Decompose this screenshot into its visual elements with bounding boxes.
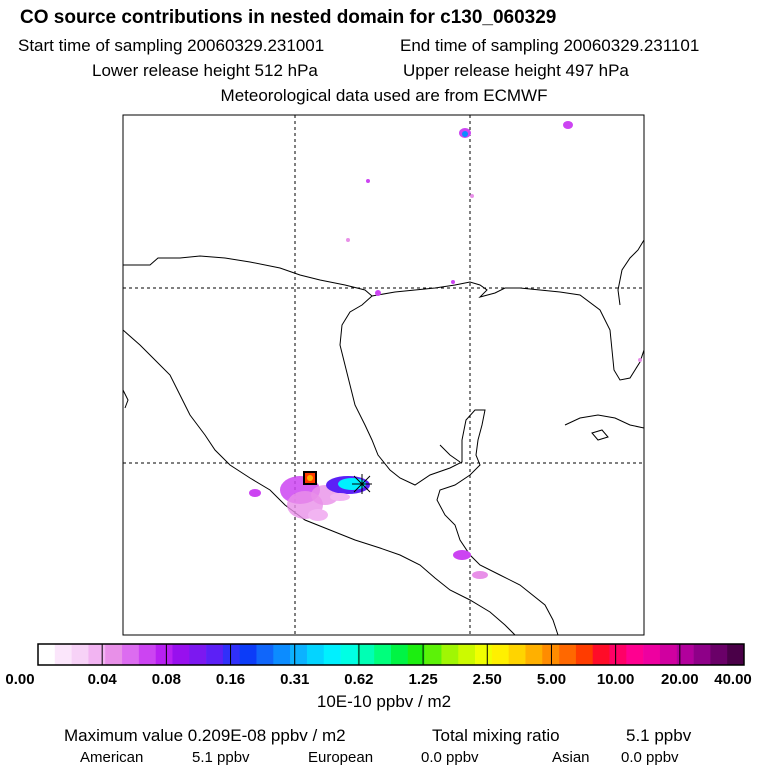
- map-frame: [122, 114, 645, 636]
- colorbar-cell: [256, 644, 274, 665]
- colorbar-cell: [710, 644, 728, 665]
- colorbar: [37, 643, 745, 666]
- colorbar-cell: [323, 644, 341, 665]
- plot-title: CO source contributions in nested domain…: [20, 7, 557, 28]
- colorbar-cell: [475, 644, 493, 665]
- total-mixing-value: 5.1 ppbv: [626, 726, 692, 745]
- colorbar-cell: [643, 644, 661, 665]
- lower-release-height: Lower release height 512 hPa: [92, 61, 318, 80]
- colorbar-cell: [407, 644, 425, 665]
- colorbar-tick-label: 40.00: [714, 671, 752, 688]
- asian-value: 0.0 ppbv: [621, 749, 679, 766]
- colorbar-cell: [172, 644, 190, 665]
- colorbar-cell: [155, 644, 173, 665]
- colorbar-cell: [71, 644, 89, 665]
- colorbar-tick-label: 0.04: [87, 671, 117, 688]
- colorbar-cell: [122, 644, 140, 665]
- colorbar-tick-label: 0.31: [280, 671, 310, 688]
- american-label: American: [80, 749, 144, 766]
- start-time: Start time of sampling 20060329.231001: [18, 36, 325, 55]
- colorbar-cell: [88, 644, 106, 665]
- colorbar-cell: [222, 644, 241, 665]
- plume: [249, 121, 642, 579]
- colorbar-tick-label: 5.00: [536, 671, 567, 688]
- colorbar-cell: [290, 644, 308, 665]
- colorbar-tick-label: 0.16: [215, 671, 246, 688]
- colorbar-cell: [525, 644, 543, 665]
- colorbar-cell: [424, 644, 442, 665]
- colorbar-cell: [727, 644, 745, 665]
- upper-release-height: Upper release height 497 hPa: [403, 61, 629, 80]
- colorbar-cell: [105, 644, 123, 665]
- total-mixing-label: Total mixing ratio: [432, 726, 560, 745]
- colorbar-cell: [306, 644, 325, 665]
- colorbar-cell: [491, 644, 509, 665]
- grid-lines: [123, 115, 644, 635]
- colorbar-cell: [138, 644, 156, 665]
- colorbar-cell: [659, 644, 678, 665]
- colorbar-tick-label: 0.08: [151, 671, 181, 688]
- colorbar-cell: [239, 644, 257, 665]
- colorbar-cell: [575, 644, 594, 665]
- colorbar-cell: [54, 644, 72, 665]
- european-value: 0.0 ppbv: [421, 749, 479, 766]
- colorbar-cell: [441, 644, 459, 665]
- american-value: 5.1 ppbv: [192, 749, 250, 766]
- colorbar-outline: [37, 643, 745, 666]
- colorbar-tick-label: 1.25: [408, 671, 438, 688]
- colorbar-cell: [542, 644, 560, 665]
- asian-label: Asian: [552, 749, 590, 766]
- colorbar-cell: [357, 644, 375, 665]
- colorbar-tick-label: 0.00: [5, 671, 35, 688]
- colorbar-cell: [609, 644, 627, 665]
- colorbar-cell: [508, 644, 526, 665]
- colorbar-cell: [458, 644, 476, 665]
- colorbar-cell: [273, 644, 291, 665]
- met-data-source: Meteorological data used are from ECMWF: [220, 86, 548, 105]
- colorbar-cell: [340, 644, 358, 665]
- european-label: European: [308, 749, 374, 766]
- colorbar-cell: [559, 644, 577, 665]
- colorbar-cell: [693, 644, 711, 665]
- colorbar-tick-label: 2.50: [472, 671, 502, 688]
- colorbar-cell: [391, 644, 409, 665]
- map-content: [123, 115, 644, 635]
- colorbar-cell: [374, 644, 392, 665]
- colorbar-tick-label: 0.62: [344, 671, 374, 688]
- max-value: Maximum value 0.209E-08 ppbv / m2: [64, 726, 346, 745]
- colorbar-tick-label: 10.00: [596, 671, 635, 688]
- colorbar-cell: [189, 644, 207, 665]
- colorbar-cell: [38, 644, 56, 665]
- colorbar-cell: [676, 644, 694, 665]
- colorbar-unit: 10E-10 ppbv / m2: [316, 692, 452, 711]
- end-time: End time of sampling 20060329.231101: [400, 36, 700, 55]
- colorbar-tick-label: 20.00: [661, 671, 699, 688]
- colorbar-cell: [592, 644, 610, 665]
- colorbar-cell: [626, 644, 644, 665]
- colorbar-cell: [206, 644, 224, 665]
